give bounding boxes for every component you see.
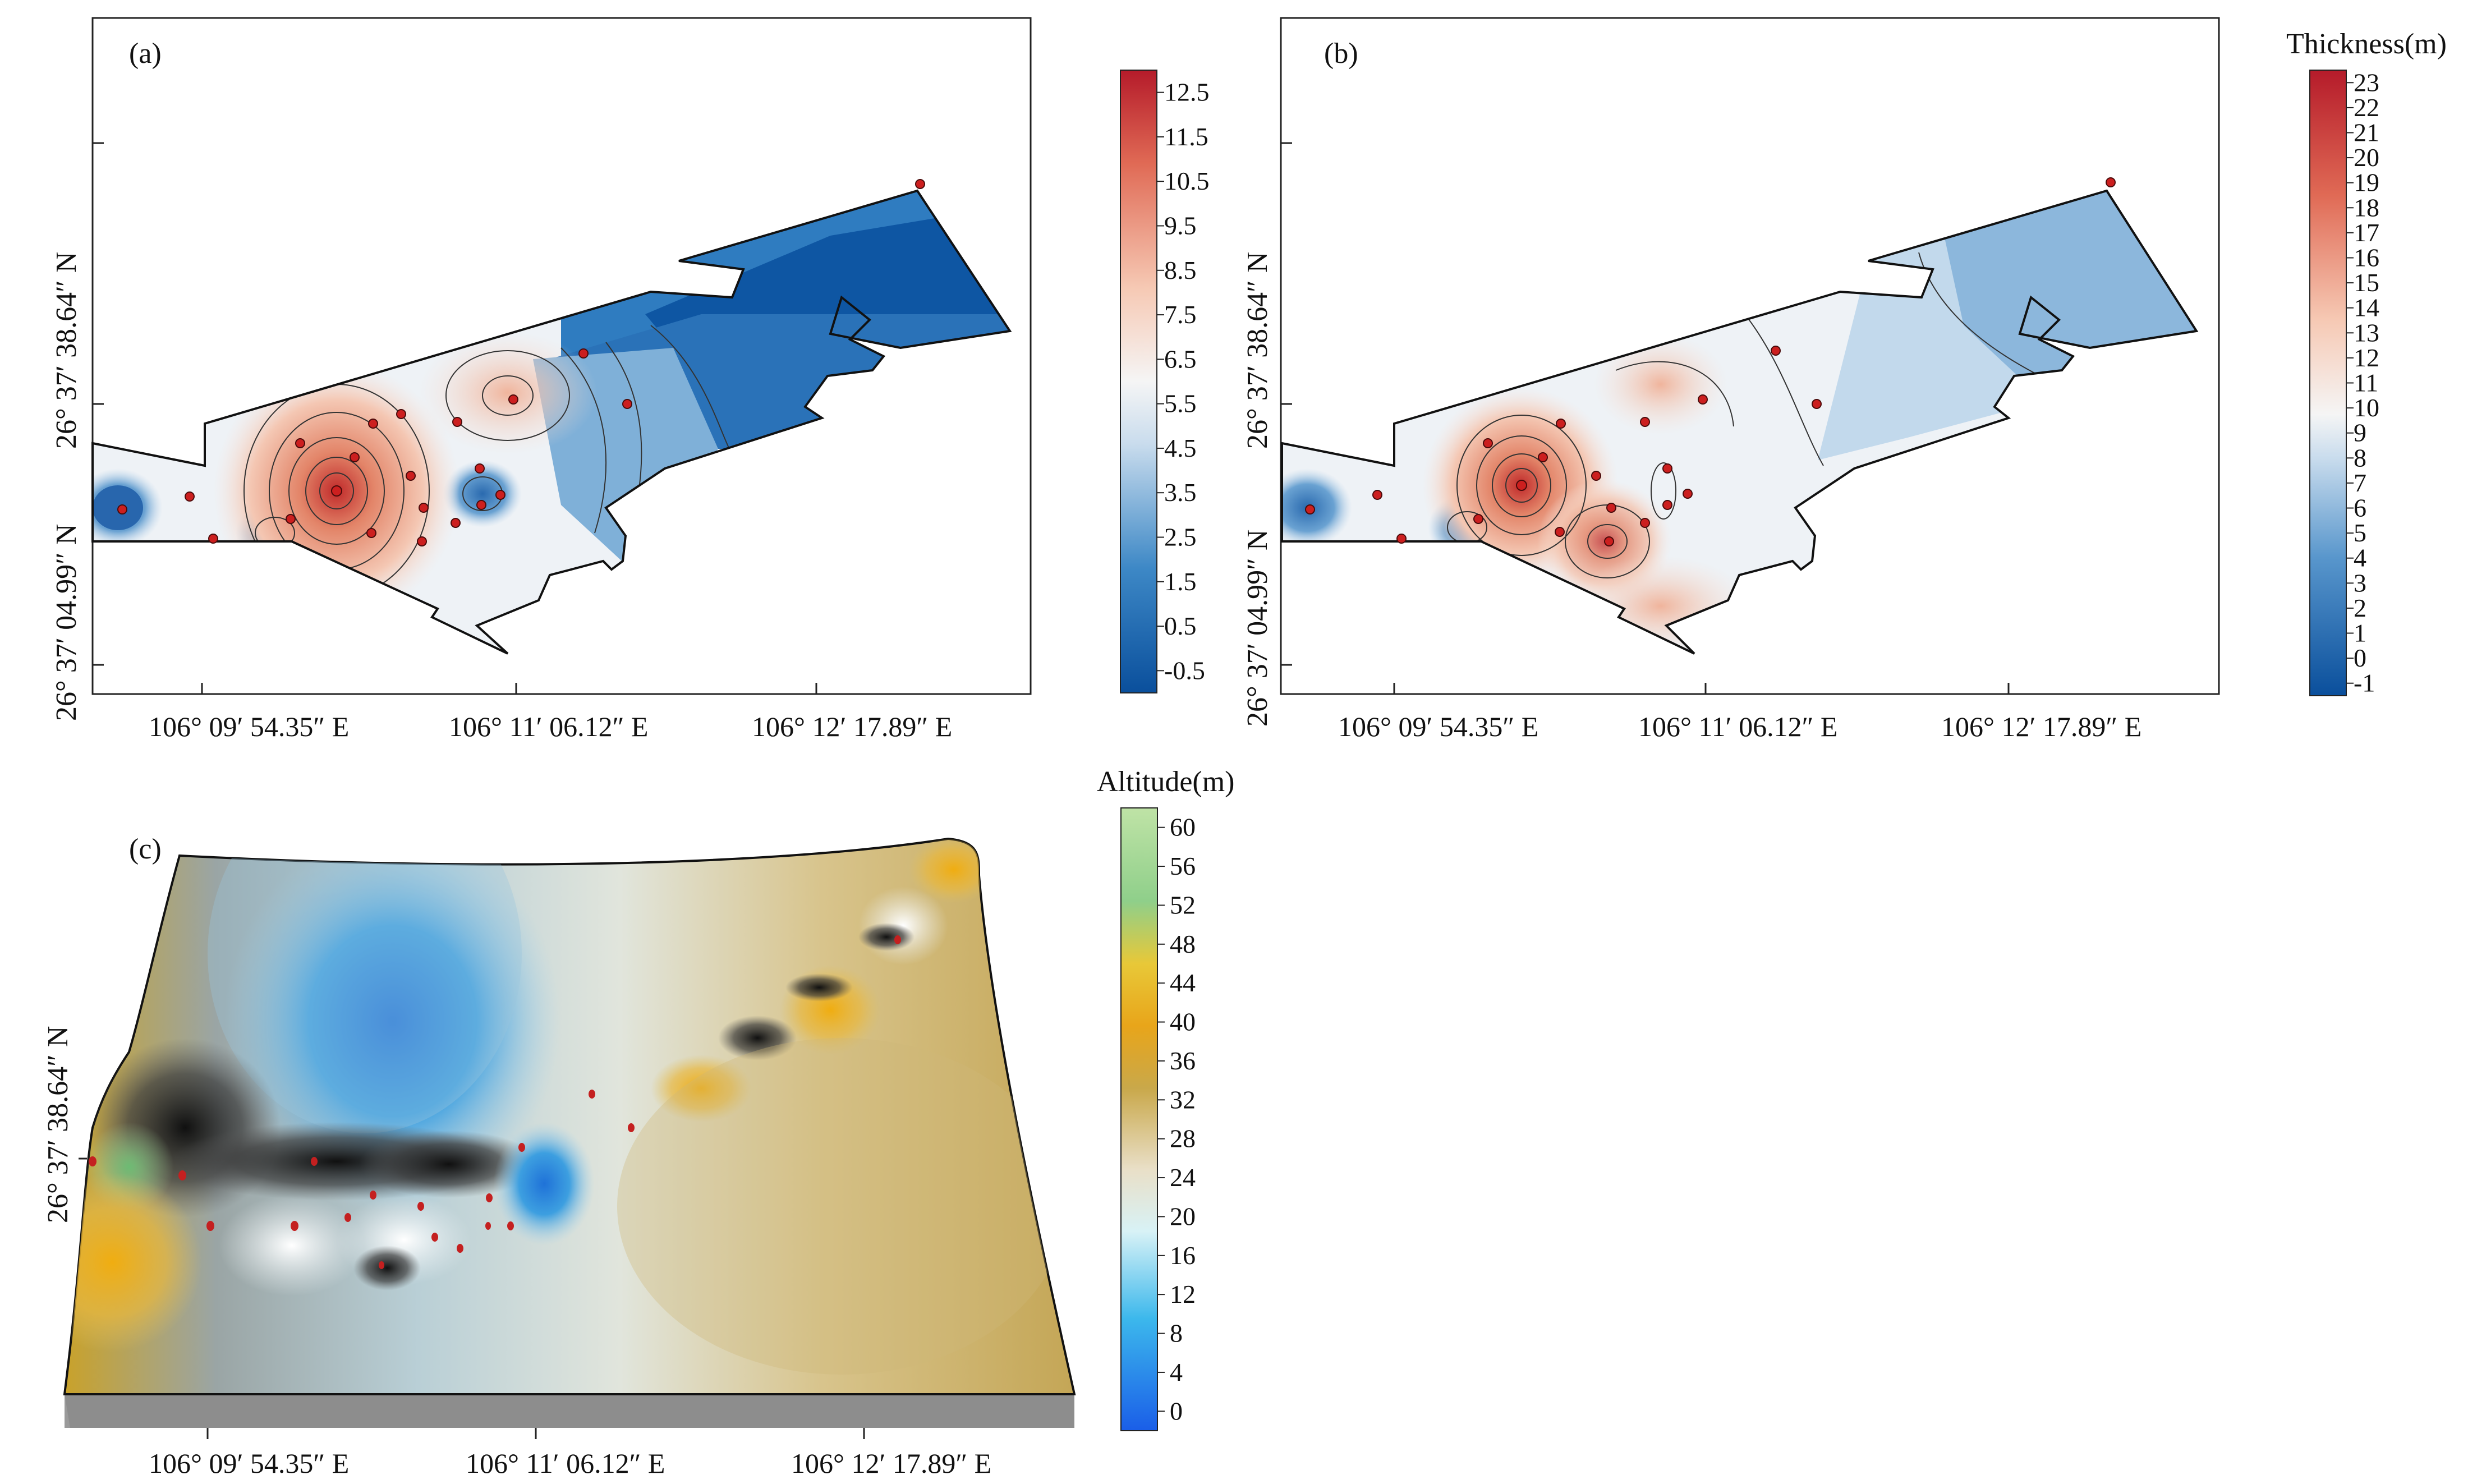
colorbar-tick-label: 12.5 bbox=[1164, 78, 1210, 107]
colorbar-tick-label: 6 bbox=[2354, 494, 2366, 522]
colorbar-tick-label: 21 bbox=[2354, 118, 2379, 147]
colorbar-tick-label: 1 bbox=[2354, 619, 2366, 647]
colorbar-tick-label: 40 bbox=[1170, 1008, 1196, 1036]
colorbar-tick-label: 4 bbox=[1170, 1358, 1183, 1386]
colorbar-a: 12.5 11.5 10.5 9.5 8.5 7.5 6.5 5.5 4.5 3.5 2.5 1.5 0… bbox=[1120, 70, 1210, 693]
x-tick-b-2: 106° 11′ 06.12″ E bbox=[1638, 711, 1837, 742]
colorbar-tick-label: 0 bbox=[2354, 644, 2366, 672]
colorbar-tick-label: 18 bbox=[2354, 193, 2379, 222]
x-tick-b-1: 106° 09′ 54.35″ E bbox=[1338, 711, 1538, 742]
colorbar-tick-label: 4 bbox=[2354, 544, 2366, 572]
colorbar-tick-label: 11 bbox=[2354, 369, 2378, 397]
y-tick-a-2: 26° 37′ 38.64″ N bbox=[50, 252, 82, 449]
x-tick-c-2: 106° 11′ 06.12″ E bbox=[466, 1448, 665, 1479]
colorbar-tick-label: 36 bbox=[1170, 1046, 1196, 1075]
y-tick-b-2: 26° 37′ 38.64″ N bbox=[1242, 252, 1274, 449]
colorbar-tick-label: 19 bbox=[2354, 168, 2379, 197]
colorbar-tick-label: 0.5 bbox=[1164, 612, 1197, 640]
y-tick-c-1: 26° 37′ 38.64″ N bbox=[42, 1026, 74, 1223]
colorbar-c: Altitude(m) 6056524844403632282420161284… bbox=[1097, 766, 1235, 1431]
colorbar-tick-label: -0.5 bbox=[1164, 656, 1205, 684]
colorbar-tick-label: 8.5 bbox=[1164, 256, 1197, 284]
panel-b: (b) 106° 09′ 54.35″ E 106° 11′ 06.12″ E … bbox=[1242, 17, 2220, 742]
colorbar-tick-label: 8 bbox=[2354, 443, 2366, 472]
colorbar-tick-label: 13 bbox=[2354, 318, 2379, 347]
colorbar-tick-label: 52 bbox=[1170, 890, 1196, 919]
colorbar-tick-label: 4.5 bbox=[1164, 434, 1197, 462]
x-tick-c-3: 106° 12′ 17.89″ E bbox=[791, 1448, 991, 1479]
colorbar-tick-label: 60 bbox=[1170, 813, 1196, 842]
colorbar-tick-label: 11.5 bbox=[1164, 122, 1208, 151]
colorbar-tick-label: 9.5 bbox=[1164, 212, 1197, 240]
colorbar-tick-label: -1 bbox=[2354, 669, 2375, 697]
colorbar-tick-label: 48 bbox=[1170, 930, 1196, 958]
x-tick-c-1: 106° 09′ 54.35″ E bbox=[149, 1448, 349, 1479]
colorbar-tick-label: 44 bbox=[1170, 968, 1196, 997]
colorbar-tick-label: 16 bbox=[2354, 243, 2379, 272]
colorbar-tick-label: 15 bbox=[2354, 268, 2379, 297]
y-tick-a-1: 26° 37′ 04.99″ N bbox=[50, 524, 82, 721]
colorbar-tick-label: 12 bbox=[2354, 343, 2379, 372]
y-tick-b-1: 26° 37′ 04.99″ N bbox=[1242, 530, 1274, 727]
colorbar-tick-label: 22 bbox=[2354, 93, 2379, 122]
panel-a: (a) 106° 09′ 54.35″ E 106° 11′ 06.12″ E … bbox=[50, 17, 1032, 742]
colorbar-tick-label: 14 bbox=[2354, 293, 2379, 322]
colorbar-tick-label: 0 bbox=[1170, 1396, 1183, 1425]
colorbar-tick-label: 6.5 bbox=[1164, 344, 1197, 373]
colorbar-tick-label: 32 bbox=[1170, 1085, 1196, 1114]
x-tick-a-2: 106° 11′ 06.12″ E bbox=[449, 711, 648, 742]
colorbar-tick-label: 8 bbox=[1170, 1319, 1183, 1348]
colorbar-b: Thickness(m) 232221201918171615141312111… bbox=[2286, 28, 2447, 697]
x-tick-a-1: 106° 09′ 54.35″ E bbox=[149, 711, 349, 742]
x-tick-a-3: 106° 12′ 17.89″ E bbox=[752, 711, 952, 742]
colorbar-tick-label: 9 bbox=[2354, 419, 2366, 447]
sample-points-a bbox=[117, 179, 925, 546]
colorbar-tick-label: 56 bbox=[1170, 852, 1196, 880]
sample-points-b bbox=[1305, 177, 2116, 546]
colorbar-tick-label: 12 bbox=[1170, 1280, 1196, 1308]
colorbar-tick-label: 1.5 bbox=[1164, 567, 1197, 596]
panel-label-c: (c) bbox=[129, 833, 162, 865]
colorbar-tick-label: 10 bbox=[2354, 393, 2379, 422]
colorbar-tick-label: 3 bbox=[2354, 568, 2366, 597]
colorbar-tick-label: 7.5 bbox=[1164, 300, 1197, 329]
colorbar-tick-label: 2.5 bbox=[1164, 523, 1197, 552]
colorbar-c-title: Altitude(m) bbox=[1097, 766, 1235, 798]
colorbar-tick-label: 20 bbox=[2354, 143, 2379, 172]
colorbar-tick-label: 10.5 bbox=[1164, 167, 1210, 195]
colorbar-tick-label: 3.5 bbox=[1164, 478, 1197, 507]
colorbar-tick-label: 23 bbox=[2354, 68, 2379, 97]
colorbar-tick-label: 28 bbox=[1170, 1124, 1196, 1153]
colorbar-tick-label: 5.5 bbox=[1164, 389, 1197, 418]
colorbar-tick-label: 20 bbox=[1170, 1202, 1196, 1230]
x-tick-b-3: 106° 12′ 17.89″ E bbox=[1941, 711, 2141, 742]
colorbar-tick-label: 7 bbox=[2354, 468, 2366, 497]
panel-label-a: (a) bbox=[129, 38, 162, 70]
colorbar-tick-label: 24 bbox=[1170, 1163, 1196, 1192]
colorbar-tick-label: 2 bbox=[2354, 594, 2366, 622]
colorbar-tick-label: 5 bbox=[2354, 518, 2366, 547]
colorbar-b-title: Thickness(m) bbox=[2286, 28, 2447, 60]
colorbar-tick-label: 17 bbox=[2354, 218, 2379, 247]
panel-label-b: (b) bbox=[1324, 38, 1358, 70]
colorbar-tick-label: 16 bbox=[1170, 1241, 1196, 1270]
panel-c: (c) 106° 09′ 54.35″ E 106° 11′ 06.12″ E … bbox=[42, 833, 1076, 1479]
sample-points-c bbox=[89, 935, 901, 1269]
